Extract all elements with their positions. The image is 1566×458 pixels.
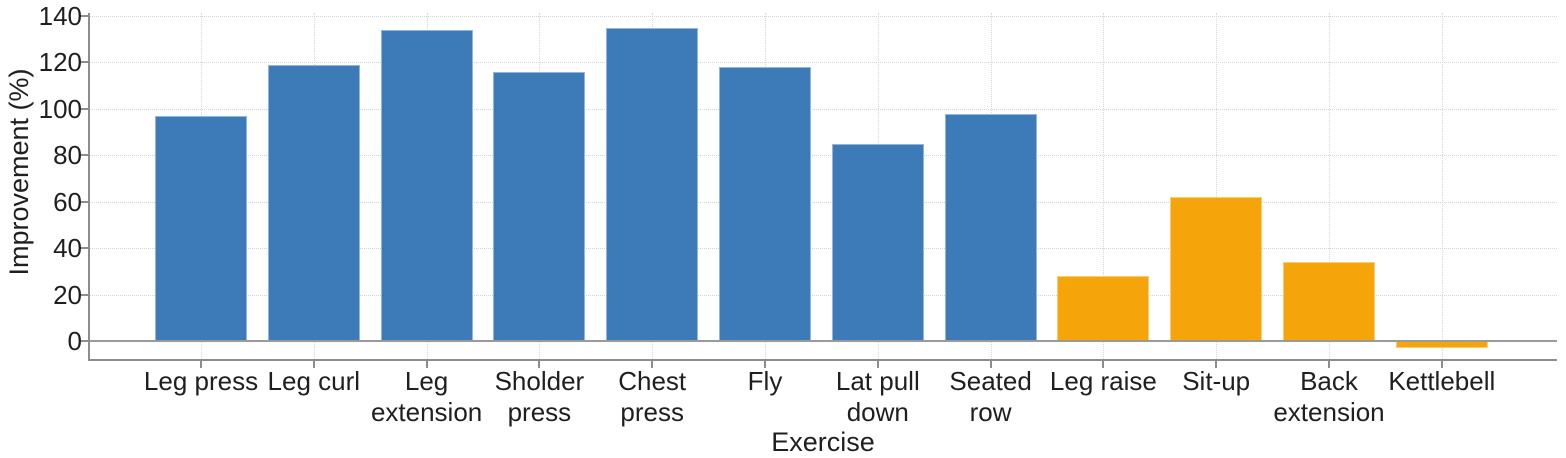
y-tick-label: 40: [53, 233, 82, 264]
v-gridline: [1103, 13, 1105, 359]
x-tick-mark: [200, 361, 202, 368]
y-tick-mark: [80, 340, 88, 342]
x-tick-mark: [425, 361, 428, 368]
x-tick-label-line: extension: [370, 397, 483, 427]
bar-leg-press: [155, 115, 247, 341]
bar-leg-extension: [380, 29, 473, 341]
zero-baseline: [90, 340, 1557, 342]
y-axis-title: Improvement (%): [4, 68, 34, 276]
y-tick-mark: [80, 154, 88, 157]
bar-leg-raise: [1057, 276, 1150, 341]
y-tick-mark: [80, 61, 88, 64]
x-tick-label-line: Leg: [404, 366, 449, 396]
y-tick-label: 80: [53, 140, 82, 171]
x-tick-label-line: Lat pull: [835, 366, 920, 396]
bar-back-extension: [1283, 262, 1375, 341]
y-tick-mark: [80, 293, 88, 296]
h-gridline: [90, 155, 1557, 157]
h-gridline: [90, 294, 1557, 296]
y-tick-label: 100: [38, 93, 82, 124]
x-tick-label: Fly: [673, 366, 857, 397]
x-tick-mark: [1102, 361, 1105, 368]
v-gridline: [1329, 13, 1330, 359]
bar-sholder-press: [493, 71, 586, 341]
y-tick-mark: [80, 15, 88, 17]
h-gridline: [90, 16, 1557, 17]
x-tick-label: Leg curl: [222, 366, 406, 397]
h-gridline: [90, 248, 1557, 250]
x-tick-label-line: Chest: [618, 366, 687, 396]
x-tick-label-line: Fly: [747, 366, 783, 396]
bar-fly: [719, 67, 811, 341]
y-tick-label: 20: [53, 279, 82, 310]
x-tick-label-line: Sit-up: [1182, 366, 1251, 396]
x-tick-label-line: row: [969, 397, 1012, 427]
v-gridline: [1216, 13, 1218, 359]
x-tick-mark: [989, 361, 992, 368]
x-tick-label-line: extension: [1273, 397, 1385, 427]
bar-kettlebell: [1395, 341, 1488, 348]
bar-leg-curl: [267, 64, 360, 341]
x-tick-label: Kettlebell: [1350, 366, 1534, 397]
x-tick-label-line: press: [620, 397, 684, 427]
x-tick-mark: [1328, 361, 1330, 368]
x-axis-title: Exercise: [771, 427, 875, 457]
bar-seated-row: [944, 113, 1037, 341]
x-tick-label-line: press: [507, 397, 572, 427]
y-tick-mark: [80, 247, 88, 250]
y-axis-spine: [88, 13, 90, 361]
x-tick-label: Leg press: [109, 366, 293, 397]
x-tick-label: Leg raise: [1011, 366, 1195, 397]
x-tick-label-line: Back: [1300, 366, 1358, 396]
y-tick-mark: [80, 107, 88, 110]
x-tick-label-line: Sholder: [494, 366, 585, 396]
x-tick-label: Lat pull down: [786, 366, 970, 428]
bar-lat-pull-down: [831, 143, 924, 341]
y-tick-label: 0: [67, 326, 82, 356]
y-tick-label: 60: [53, 186, 82, 217]
x-tick-label-line: Leg press: [143, 366, 259, 396]
x-tick-label: Chest press: [560, 366, 744, 428]
v-gridline: [1441, 13, 1443, 359]
x-tick-mark: [651, 361, 654, 368]
x-tick-mark: [1440, 361, 1443, 368]
x-tick-label-line: Leg raise: [1049, 366, 1157, 396]
x-tick-label-line: Leg curl: [267, 366, 361, 396]
x-tick-label: Sit-up: [1124, 366, 1308, 397]
y-tick-mark: [80, 200, 88, 203]
y-tick-label: 120: [38, 47, 82, 78]
x-tick-mark: [876, 361, 879, 368]
x-tick-label-line: Seated: [949, 366, 1032, 396]
h-gridline: [90, 108, 1557, 110]
x-tick-label: Leg extension: [335, 366, 519, 428]
h-gridline: [90, 201, 1557, 203]
x-tick-label: Back extension: [1237, 366, 1421, 428]
h-gridline: [90, 62, 1557, 64]
x-tick-label-line: down: [846, 397, 909, 427]
x-tick-label: Seated row: [899, 366, 1083, 428]
x-tick-mark: [764, 361, 766, 368]
x-tick-mark: [1215, 361, 1218, 368]
x-axis-spine: [88, 359, 1557, 361]
y-tick-label: 140: [38, 1, 82, 31]
x-tick-mark: [312, 361, 315, 368]
bar-chest-press: [606, 27, 699, 341]
x-tick-label-line: Kettlebell: [1388, 366, 1496, 396]
x-tick-mark: [538, 361, 541, 368]
bar-sit-up: [1170, 197, 1263, 341]
x-tick-label: Sholder press: [447, 366, 631, 428]
